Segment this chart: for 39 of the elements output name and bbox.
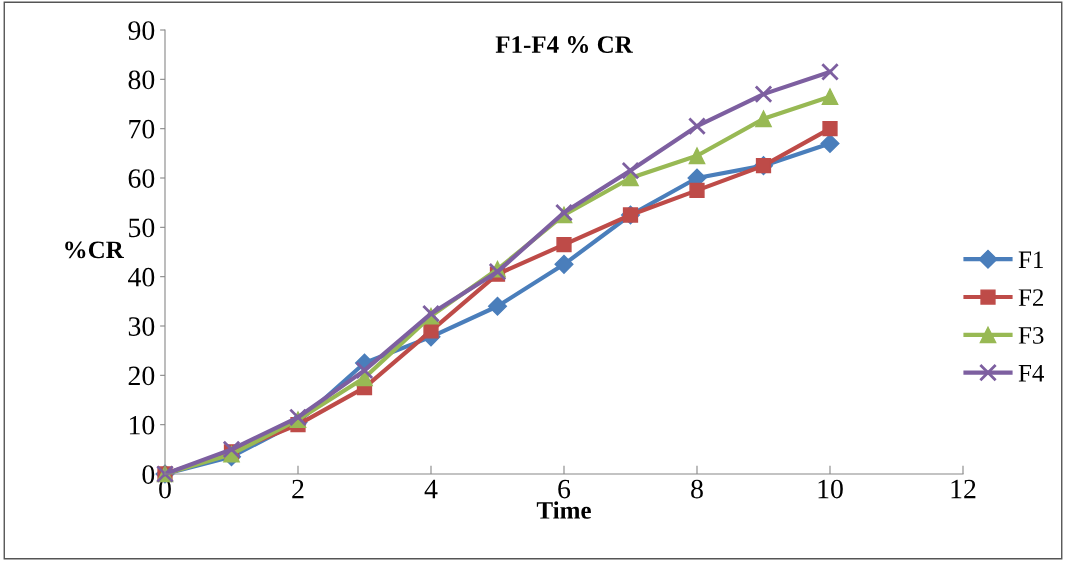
- y-tick-label: 50: [129, 218, 155, 238]
- x-axis-title: Time: [536, 501, 591, 519]
- x-tick-label: 2: [292, 479, 304, 499]
- point: [755, 110, 772, 128]
- point: [687, 117, 707, 136]
- y-tick-label: 30: [128, 317, 155, 336]
- point: [554, 254, 574, 274]
- chart-title: F1-F4 % CR: [495, 36, 633, 54]
- x-tick-label: 8: [691, 479, 703, 499]
- y-tick-label: 20: [128, 366, 155, 386]
- legend-label: F2: [1018, 289, 1044, 306]
- point: [688, 147, 706, 165]
- point: [689, 182, 705, 198]
- legend-label: F4: [1018, 364, 1045, 382]
- point: [556, 236, 572, 253]
- x-tick-label: 6: [558, 479, 571, 499]
- y-tick-label: 10: [129, 415, 155, 435]
- y-tick-label: 0: [142, 465, 155, 484]
- y-axis-title: %CR: [65, 241, 124, 259]
- x-tick-label: 4: [424, 479, 438, 499]
- point: [621, 161, 640, 180]
- point: [487, 296, 508, 316]
- point: [423, 323, 439, 339]
- x-tick-label: 12: [951, 479, 976, 499]
- point: [355, 361, 374, 380]
- y-tick-label: 70: [129, 119, 155, 139]
- legend-label: F1: [1018, 251, 1043, 268]
- x-tick-label: 10: [818, 479, 843, 499]
- y-tick-label: 40: [128, 267, 155, 287]
- point: [820, 62, 840, 81]
- point: [821, 88, 839, 105]
- point: [820, 133, 840, 154]
- point: [222, 440, 241, 459]
- point: [754, 85, 773, 104]
- y-tick-label: 90: [128, 21, 155, 40]
- point: [822, 121, 838, 137]
- y-tick-label: 60: [128, 169, 155, 188]
- legend-label: F3: [1018, 327, 1044, 344]
- y-tick-label: 80: [128, 70, 155, 90]
